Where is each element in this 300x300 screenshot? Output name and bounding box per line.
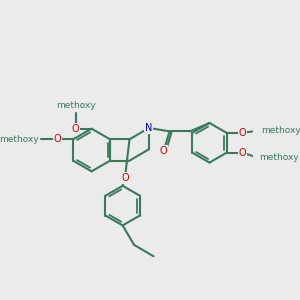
Text: O: O [239, 148, 246, 158]
Text: N: N [145, 123, 153, 133]
Text: O: O [121, 173, 129, 183]
Text: methoxy: methoxy [259, 153, 298, 162]
Text: O: O [160, 146, 168, 156]
Text: O: O [53, 134, 61, 144]
Text: methoxy: methoxy [261, 126, 300, 135]
Text: O: O [72, 124, 80, 134]
Text: methoxy: methoxy [56, 101, 95, 110]
Text: methoxy: methoxy [0, 135, 39, 144]
Text: O: O [239, 128, 246, 138]
